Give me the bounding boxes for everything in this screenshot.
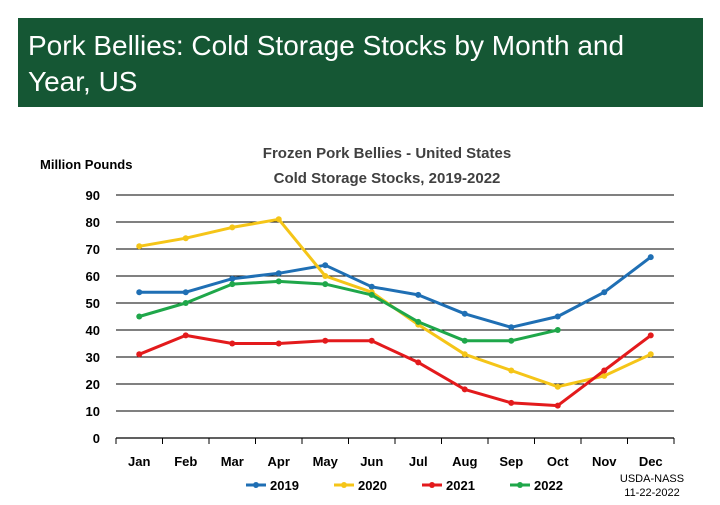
data-point-2019-jan: [136, 289, 143, 296]
x-tick-label-oct: Oct: [547, 454, 569, 469]
legend-marker-2019: [253, 482, 259, 488]
series-line-2022: [137, 279, 560, 343]
data-point-2021-jun: [368, 337, 375, 344]
source-note: USDA-NASS 11-22-2022: [612, 472, 692, 500]
data-point-2022-sep: [508, 337, 515, 344]
data-point-2022-jun: [368, 291, 375, 298]
x-tick-labels: Jan Feb Mar Apr May Jun Jul Aug Sep Oct Nov Dec: [115, 438, 675, 469]
data-point-2022-oct: [554, 327, 561, 333]
x-tick-label-aug: Aug: [452, 454, 477, 469]
data-point-2020-oct: [554, 383, 561, 390]
series-lines: [136, 216, 654, 409]
data-point-2019-apr: [275, 270, 282, 277]
data-point-2021-apr: [275, 340, 282, 347]
data-point-2021-feb: [182, 332, 189, 339]
data-point-2022-may: [322, 281, 329, 288]
y-tick-label: 60: [86, 269, 100, 284]
legend-marker-2020: [341, 482, 347, 488]
data-point-2022-aug: [461, 337, 468, 344]
data-point-2020-nov: [601, 372, 608, 379]
data-point-2019-jun: [368, 283, 375, 290]
data-point-2020-feb: [182, 235, 189, 242]
x-tick-label-jun: Jun: [360, 454, 383, 469]
data-point-2022-apr: [275, 278, 282, 285]
data-point-2022-jan: [136, 313, 143, 320]
data-point-2019-dec: [647, 254, 654, 261]
data-point-2020-aug: [461, 351, 468, 358]
data-point-2019-jul: [415, 291, 422, 298]
x-tick-label-may: May: [313, 454, 339, 469]
data-point-2021-jan: [136, 351, 143, 358]
data-point-2021-may: [322, 337, 329, 344]
y-tick-labels: 0 10 20 30 40 50 60 70 80 90: [86, 188, 100, 446]
data-point-2019-feb: [182, 289, 189, 296]
y-tick-label: 0: [93, 431, 100, 446]
data-point-2019-oct: [554, 313, 561, 320]
y-tick-label: 40: [86, 323, 100, 338]
y-tick-label: 70: [86, 242, 100, 257]
legend-label-2020: 2020: [358, 478, 387, 493]
chart-title: Frozen Pork Bellies - United States: [263, 145, 511, 162]
x-tick-label-mar: Mar: [221, 454, 244, 469]
data-point-2021-aug: [461, 386, 468, 393]
legend-label-2022: 2022: [534, 478, 563, 493]
x-tick-label-jul: Jul: [409, 454, 428, 469]
y-tick-label: 20: [86, 377, 100, 392]
data-point-2021-nov: [601, 367, 608, 374]
data-point-2019-mar: [229, 275, 236, 282]
chart-subtitle: Cold Storage Stocks, 2019-2022: [274, 170, 501, 187]
y-tick-label: 10: [86, 404, 100, 419]
data-point-2020-mar: [229, 224, 236, 231]
data-point-2021-jul: [415, 359, 422, 366]
data-point-2022-jul: [415, 318, 422, 325]
legend-label-2019: 2019: [270, 478, 299, 493]
y-axis-label: Million Pounds: [40, 157, 132, 172]
data-point-2019-aug: [461, 310, 468, 317]
data-point-2021-dec: [647, 332, 654, 339]
data-point-2020-jul: [415, 321, 422, 328]
y-tick-label: 50: [86, 296, 100, 311]
series-line-2020: [137, 217, 653, 389]
x-tick-label-dec: Dec: [639, 454, 663, 469]
data-point-2021-mar: [229, 340, 236, 347]
source-date: 11-22-2022: [624, 487, 680, 499]
legend-marker-2022: [517, 482, 523, 488]
data-point-2019-nov: [601, 289, 608, 296]
legend-label-2021: 2021: [446, 478, 475, 493]
data-point-2020-sep: [508, 367, 515, 374]
legend-marker-2021: [429, 482, 435, 488]
data-point-2019-sep: [508, 324, 515, 331]
legend: 2019 2020 2021 2022: [246, 478, 563, 493]
data-point-2021-sep: [508, 399, 515, 406]
data-point-2020-may: [322, 273, 329, 279]
data-point-2019-may: [322, 262, 329, 269]
source-agency: USDA-NASS: [619, 473, 685, 485]
series-line-2019: [137, 255, 653, 329]
legend-item-2019: 2019: [246, 478, 299, 493]
x-tick-label-feb: Feb: [174, 454, 197, 469]
x-tick-label-sep: Sep: [499, 454, 523, 469]
legend-item-2020: 2020: [334, 478, 387, 493]
series-line-2021: [137, 333, 653, 408]
data-point-2020-jan: [136, 243, 143, 250]
legend-item-2021: 2021: [422, 478, 475, 493]
data-point-2020-apr: [275, 216, 282, 223]
y-tick-label: 30: [86, 350, 100, 365]
x-tick-label-jan: Jan: [128, 454, 150, 469]
x-tick-label-apr: Apr: [268, 454, 290, 469]
data-point-2022-mar: [229, 281, 236, 288]
data-point-2020-dec: [647, 351, 654, 358]
grid-lines: [116, 194, 674, 439]
x-tick-label-nov: Nov: [592, 454, 617, 469]
y-tick-label: 80: [86, 215, 100, 230]
data-point-2020-jun: [368, 289, 375, 296]
title-banner: Pork Bellies: Cold Storage Stocks by Mon…: [18, 18, 703, 107]
y-tick-label: 90: [86, 188, 100, 203]
data-point-2021-oct: [554, 402, 561, 409]
page-title: Pork Bellies: Cold Storage Stocks by Mon…: [28, 30, 625, 97]
legend-item-2022: 2022: [510, 478, 563, 493]
data-point-2022-feb: [182, 300, 189, 306]
